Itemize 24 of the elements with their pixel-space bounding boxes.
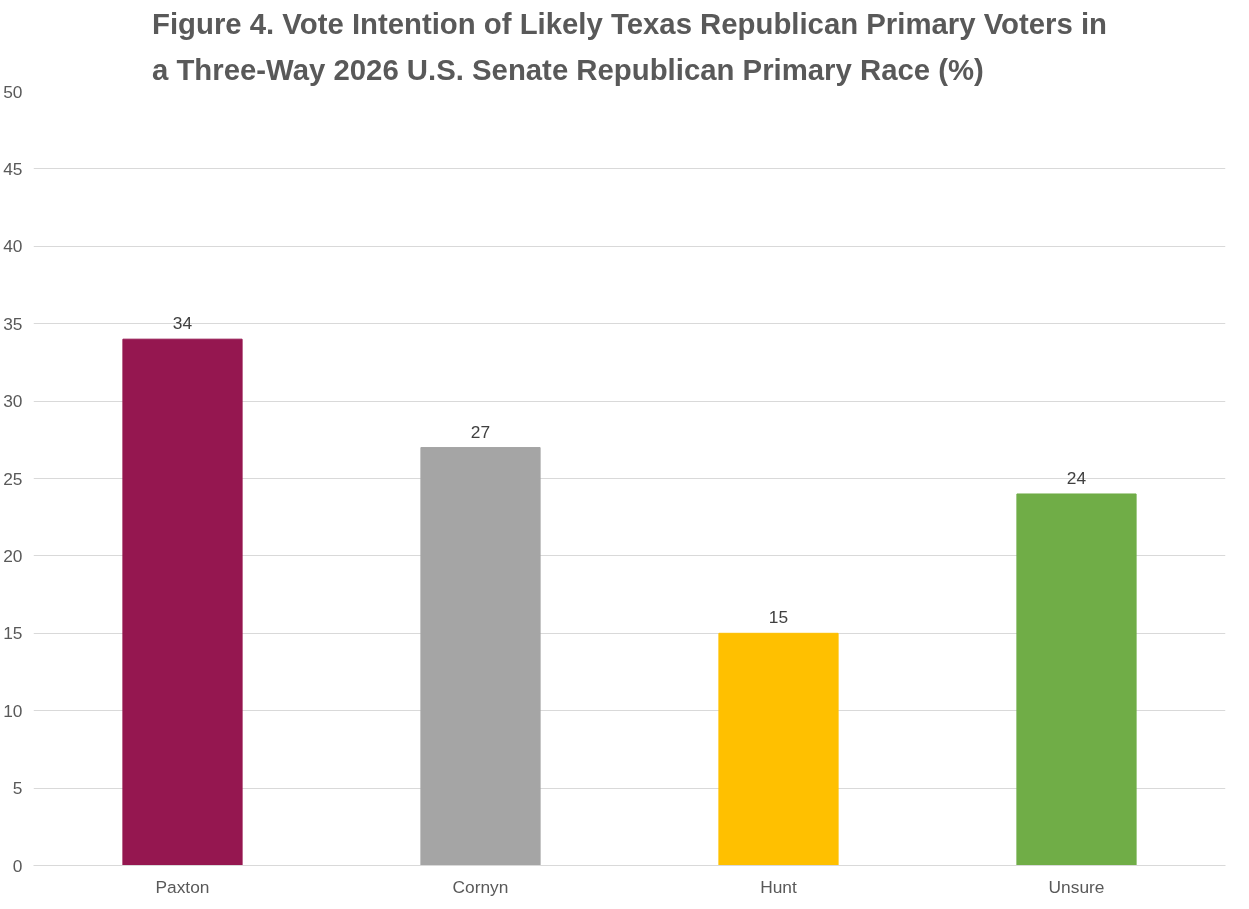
y-tick-label: 45: [3, 158, 23, 179]
bar: [718, 632, 839, 866]
y-tick-label: 50: [3, 81, 23, 102]
data-label: 34: [172, 313, 193, 334]
chart-title: Figure 4. Vote Intention of Likely Texas Republican Primary Voters in a Three-Way 2026 U.S. Senate Republican Primary Race (%): [151, 7, 1108, 87]
y-tick-label: 0: [12, 855, 23, 876]
x-tick-label: Unsure: [1048, 876, 1105, 897]
y-tick-label: 15: [3, 623, 23, 644]
bar: [1016, 493, 1137, 866]
y-tick-label: 30: [3, 391, 23, 412]
x-tick-label: Hunt: [760, 876, 797, 897]
data-label: 27: [470, 421, 491, 442]
y-tick-label: 20: [3, 545, 23, 566]
y-tick-label: 25: [3, 468, 23, 489]
y-tick-label: 5: [12, 778, 23, 799]
y-tick-label: 10: [3, 700, 23, 721]
bar: [122, 338, 243, 866]
x-tick-label: Cornyn: [452, 876, 509, 897]
data-label: 15: [768, 607, 789, 628]
y-tick-label: 35: [3, 313, 23, 334]
x-tick-label: Paxton: [155, 876, 210, 897]
bar: [420, 447, 541, 866]
y-tick-label: 40: [3, 236, 23, 257]
data-label: 24: [1066, 467, 1087, 488]
